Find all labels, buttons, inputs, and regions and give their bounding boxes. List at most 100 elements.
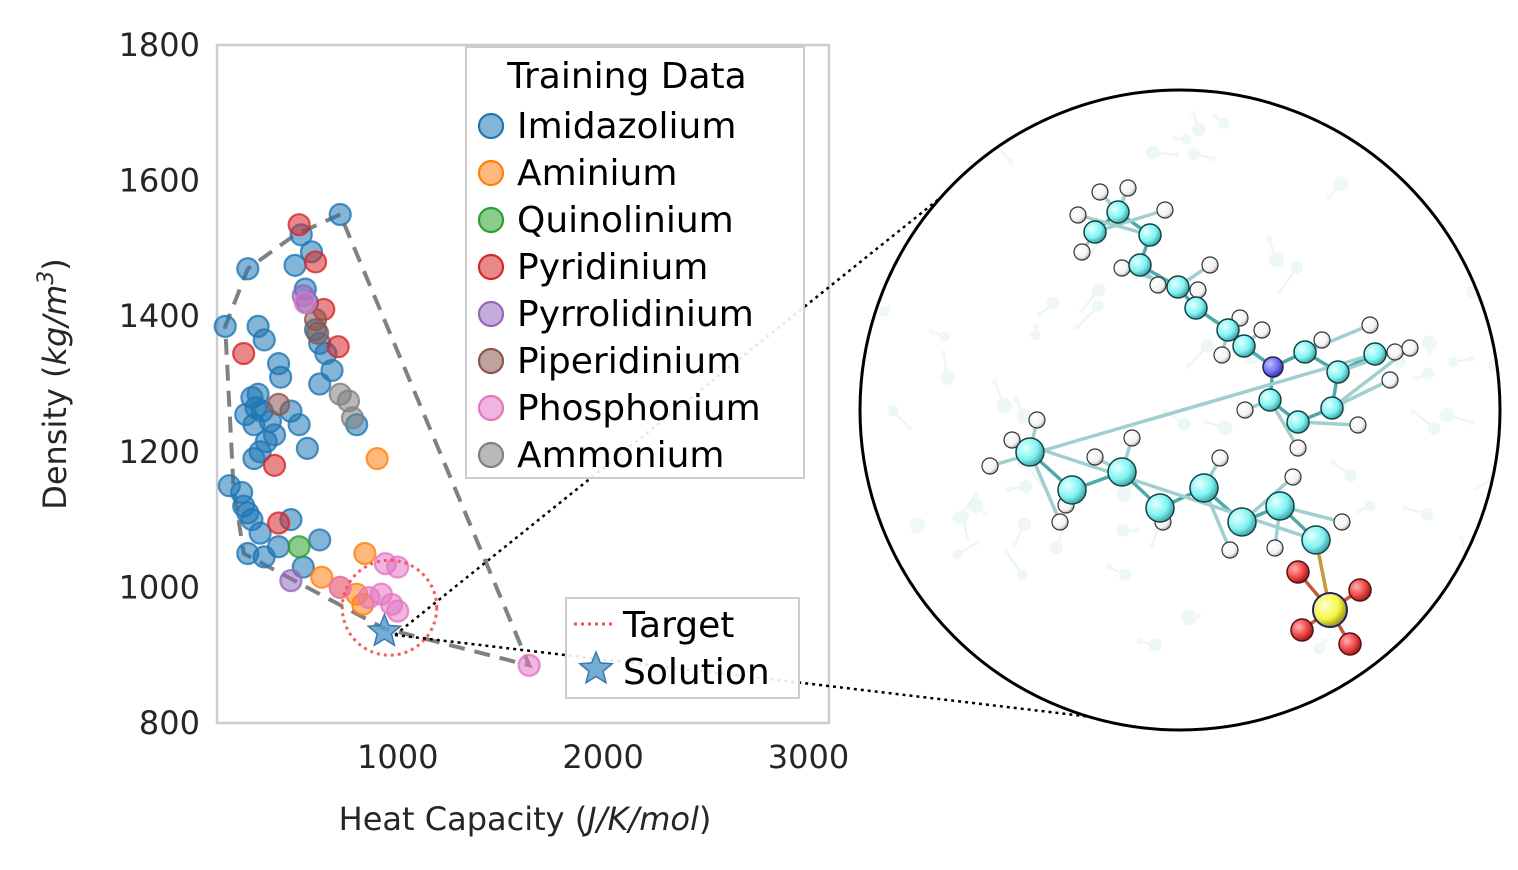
faint-atom [1187, 147, 1201, 161]
faint-atom [1074, 324, 1081, 331]
data-point-imidazolium [252, 328, 276, 352]
faint-bond [915, 137, 932, 150]
faint-atom [1329, 458, 1336, 465]
y-tick-label: 1400 [119, 297, 200, 335]
data-point-pyridinium [267, 511, 291, 535]
faint-atom [973, 491, 980, 498]
faint-bond [883, 307, 890, 313]
faint-atom [1195, 612, 1202, 619]
faint-atom [926, 143, 937, 154]
faint-atom [1427, 421, 1441, 435]
data-point-phosphonium [357, 585, 381, 610]
y-axis-ticks: 800 1000 1200 1400 1600 1800 [119, 26, 200, 742]
hydrogen-atom [1069, 206, 1087, 224]
faint-atom [1172, 135, 1179, 142]
hydrogen-atom [1051, 513, 1069, 531]
data-point-imidazolium [308, 528, 332, 552]
faint-bond [1189, 614, 1199, 619]
faint-atom [975, 104, 989, 117]
data-point-imidazolium [283, 253, 307, 277]
faint-atom [968, 498, 984, 514]
faint-atom [1495, 638, 1500, 645]
faint-bond [981, 90, 990, 111]
faint-atom [1017, 569, 1028, 581]
faint-bond [1005, 551, 1024, 576]
faint-atom [1016, 409, 1032, 424]
x-tick-label: 1000 [357, 738, 438, 776]
carbon-atom [1216, 318, 1240, 342]
faint-atom [1148, 638, 1163, 652]
faint-atom [909, 517, 926, 533]
hydrogen-atom [1313, 331, 1331, 349]
faint-atom [1211, 113, 1218, 120]
data-point-imidazolium [320, 358, 344, 383]
faint-atom [1118, 568, 1132, 582]
faint-atom [1181, 609, 1198, 626]
faint-bond [1412, 410, 1435, 430]
data-point-aminium [365, 446, 389, 471]
faint-atom [928, 129, 943, 144]
carbon-atom [1015, 437, 1045, 467]
faint-atom [1005, 486, 1012, 493]
faint-bond [1479, 628, 1499, 643]
faint-atom [1173, 151, 1180, 158]
faint-atom [1439, 407, 1455, 423]
faint-atom [887, 405, 899, 417]
faint-atom [1421, 367, 1435, 380]
faint-bond [930, 136, 937, 147]
oxygen-atom [1348, 578, 1372, 602]
legend-marker [477, 159, 505, 187]
faint-atom [940, 370, 955, 385]
legend-label: Phosphonium [517, 388, 761, 429]
faint-atom [1313, 642, 1326, 655]
faint-atom [982, 510, 989, 517]
faint-atom [926, 181, 942, 197]
hydrogen-atom [1213, 346, 1231, 364]
faint-atom [1277, 288, 1284, 295]
carbon-atom [1258, 388, 1282, 412]
legend-training: Training Data Imidazolium Aminium Quinolin… [465, 46, 805, 479]
faint-bond [892, 410, 911, 429]
faint-atom [1459, 535, 1466, 542]
carbon-atom [1106, 200, 1130, 224]
carbon-atom [1265, 491, 1295, 521]
hydrogen-atom [1073, 243, 1091, 261]
faint-bond [1038, 302, 1054, 316]
hydrogen-atom [1091, 183, 1109, 201]
faint-bond [1214, 115, 1225, 125]
carbon-atom [1128, 253, 1152, 277]
y-tick-label: 800 [139, 704, 200, 742]
carbon-atom [1293, 340, 1317, 364]
bond [989, 352, 1376, 468]
faint-bond [1331, 460, 1352, 477]
faint-atom [983, 132, 995, 144]
legend-marker [477, 112, 505, 140]
faint-atom [952, 511, 966, 525]
faint-bond [1013, 523, 1026, 546]
y-tick-label: 1800 [119, 26, 200, 64]
data-point-pyridinium [326, 335, 350, 359]
faint-atom [964, 535, 971, 542]
faint-atom [1468, 419, 1475, 426]
hydrogen-atom [1386, 343, 1404, 361]
faint-atom [912, 524, 919, 531]
faint-atom [1017, 517, 1032, 532]
x-axis-ticks: 1000 2000 3000 [357, 738, 849, 776]
faint-atom [940, 350, 947, 357]
hydrogen-atom [1333, 513, 1351, 531]
faint-atom [928, 328, 935, 335]
faint-bond [1175, 137, 1187, 141]
data-point-imidazolium [236, 257, 260, 281]
faint-bond [1279, 266, 1298, 293]
carbon-atom [1286, 410, 1310, 434]
hydrogen-atom [1189, 281, 1207, 299]
faint-atom [1046, 296, 1060, 310]
faint-atom [991, 378, 998, 385]
faint-bond [1193, 153, 1214, 160]
data-point-pyridinium [262, 453, 287, 477]
faint-atom [1116, 486, 1132, 502]
faint-bond [1414, 372, 1429, 380]
data-point-phosphonium [386, 599, 410, 623]
data-point-phosphonium [386, 555, 410, 579]
legend-target: Target Solution [565, 597, 800, 699]
